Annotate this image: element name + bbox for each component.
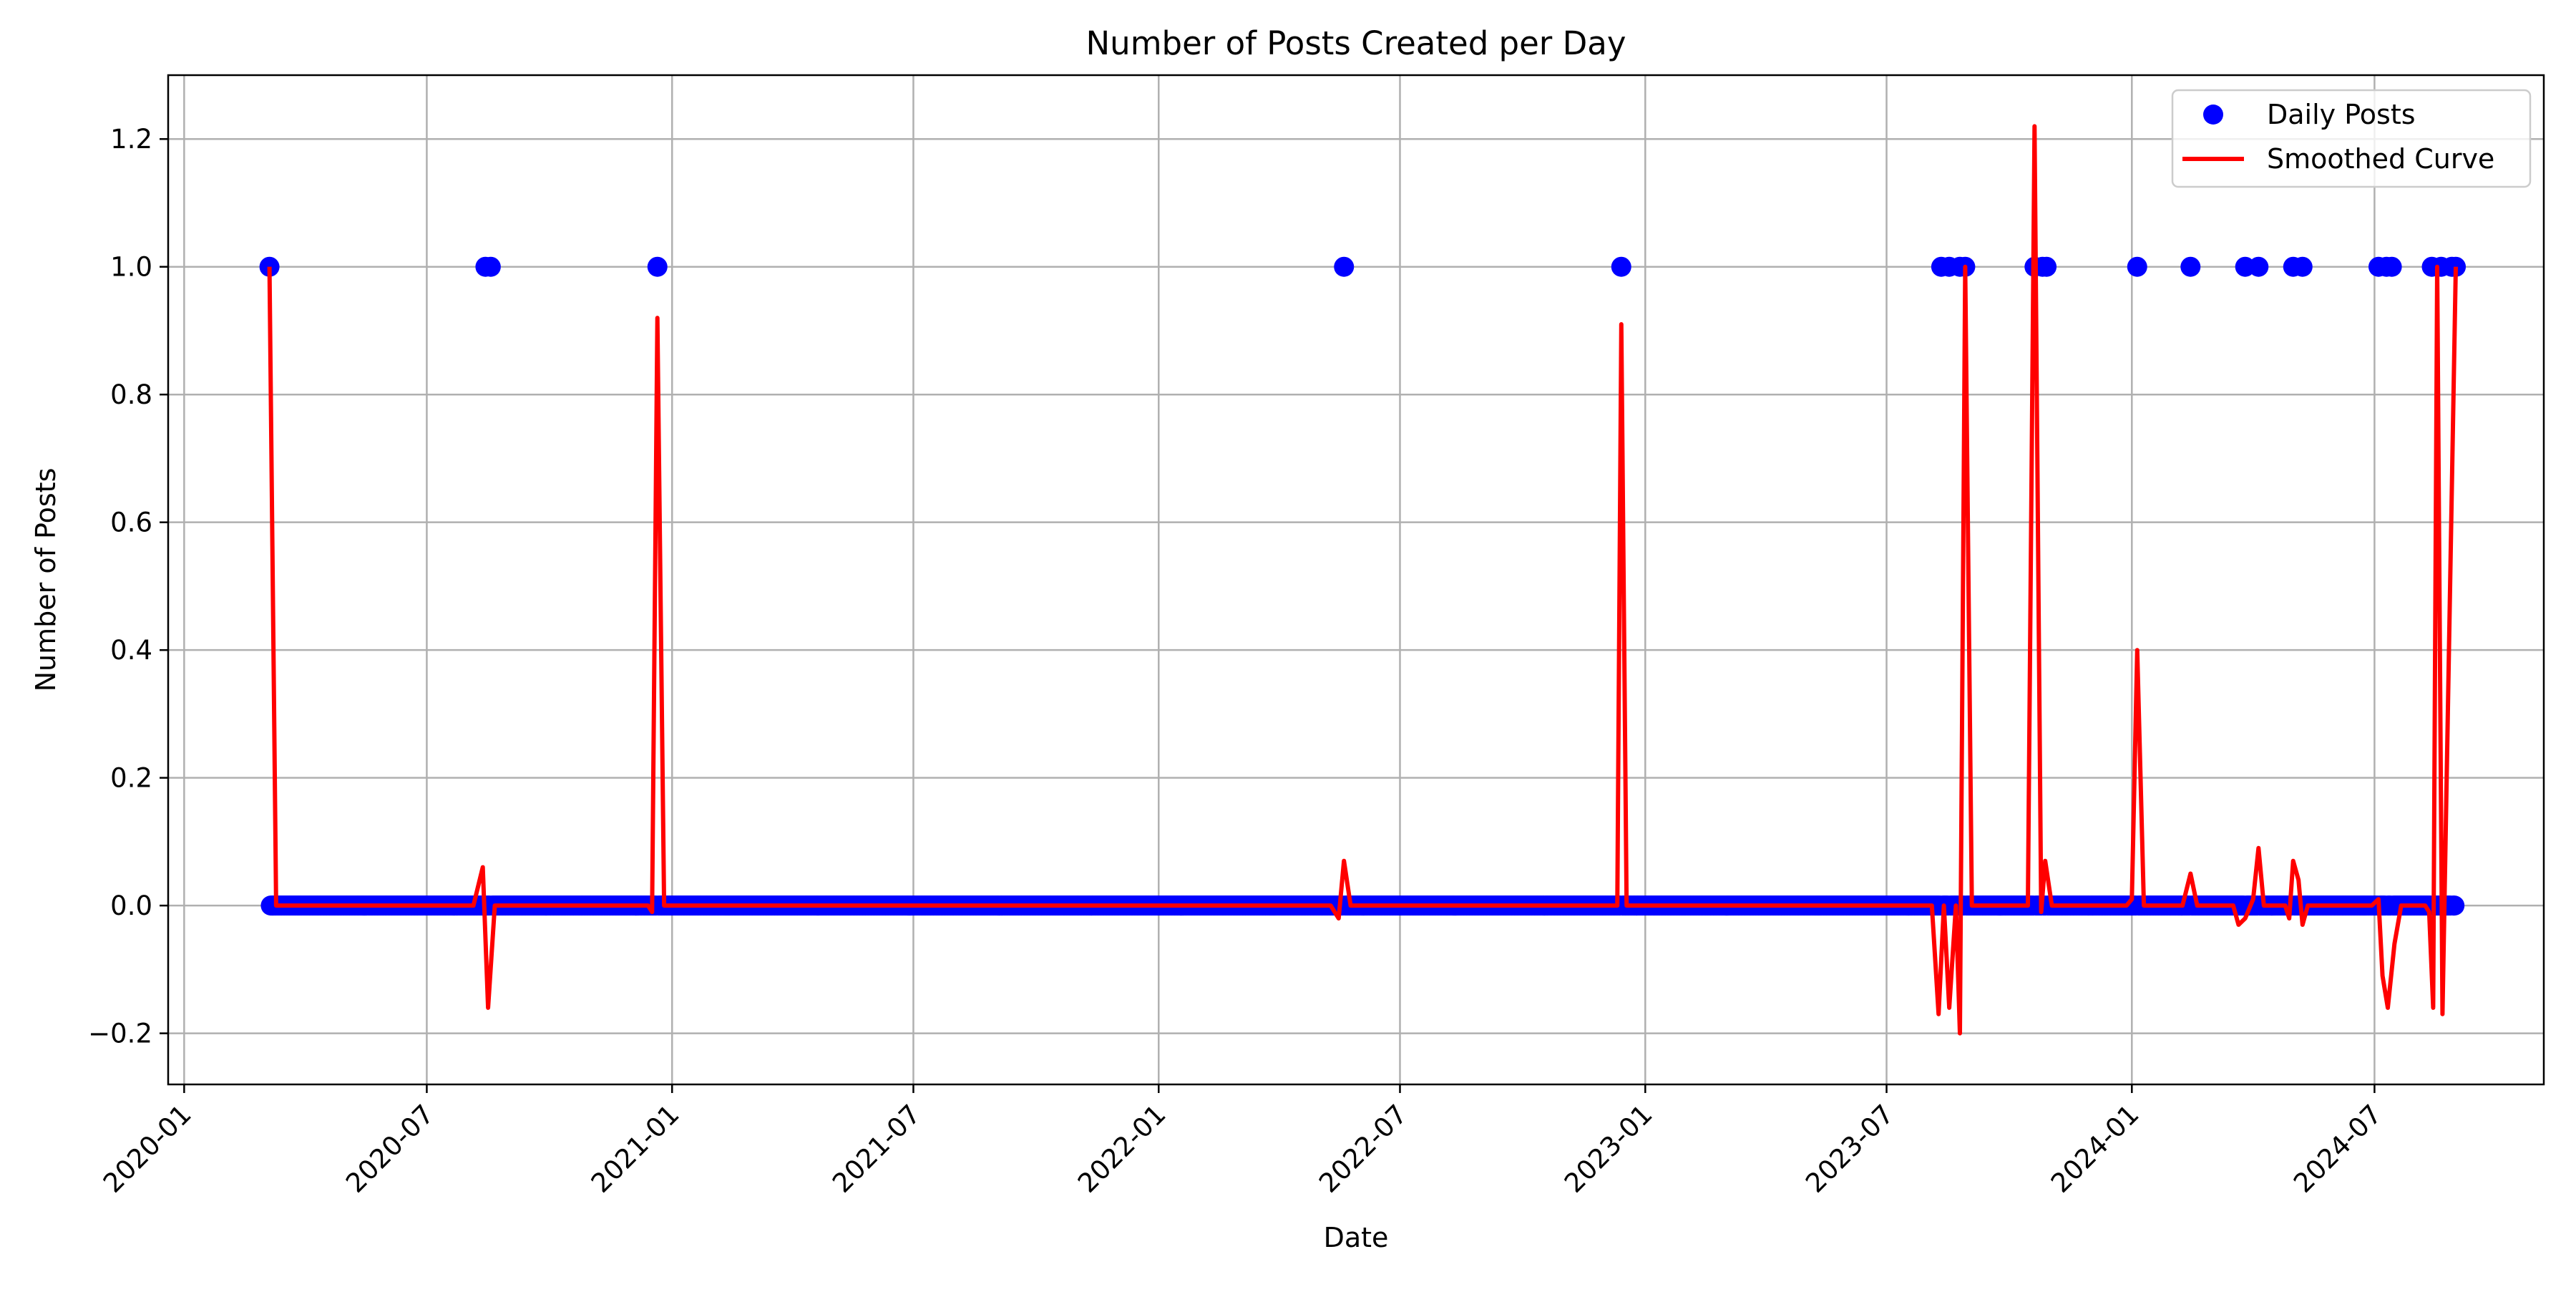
legend: Daily Posts Smoothed Curve — [2171, 89, 2532, 188]
y-tick-label: 1.2 — [110, 124, 152, 155]
daily-post-point — [2127, 256, 2147, 277]
legend-frame — [2171, 89, 2532, 188]
y-tick-label: 0.4 — [110, 635, 152, 666]
legend-label-smoothed-curve: Smoothed Curve — [2267, 143, 2494, 175]
legend-marker-daily-posts — [2203, 105, 2223, 125]
daily-post-point — [2444, 895, 2465, 916]
legend-label-daily-posts: Daily Posts — [2267, 99, 2416, 130]
y-tick-label: 0.8 — [110, 379, 152, 410]
daily-post-point — [2180, 256, 2201, 277]
daily-post-point — [1611, 256, 1631, 277]
daily-post-point — [2036, 256, 2057, 277]
y-tick-label: 0.6 — [110, 507, 152, 538]
y-tick-label: 1.0 — [110, 252, 152, 283]
daily-post-point — [2292, 256, 2313, 277]
y-tick-label: 0.0 — [110, 890, 152, 921]
smoothed-curve-line — [267, 124, 2458, 1036]
daily-post-point — [2381, 256, 2402, 277]
daily-post-point — [1334, 256, 1355, 277]
daily-post-point — [2248, 256, 2269, 277]
series-layer — [259, 124, 2467, 1036]
chart-title: Number of Posts Created per Day — [1086, 24, 1626, 62]
daily-post-point — [480, 256, 501, 277]
plot-frame — [167, 74, 2545, 1086]
y-tick-label: −0.2 — [88, 1019, 152, 1049]
x-axis-label: Date — [1324, 1222, 1389, 1253]
daily-post-point — [647, 256, 668, 277]
y-tick-label: 0.2 — [110, 763, 152, 794]
y-axis-label: Number of Posts — [30, 468, 62, 692]
